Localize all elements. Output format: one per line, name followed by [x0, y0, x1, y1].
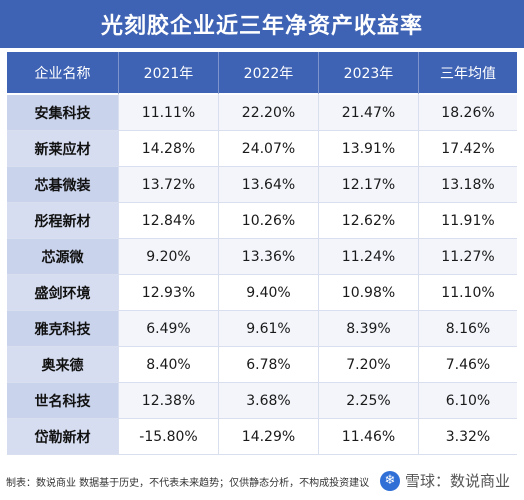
table-row: 盛剑环境 12.93% 9.40% 10.98% 11.10%	[7, 275, 517, 311]
cell-2021: 8.40%	[119, 347, 219, 383]
cell-average: 11.10%	[419, 275, 517, 311]
cell-average: 8.16%	[419, 311, 517, 347]
table-row: 世名科技 12.38% 3.68% 2.25% 6.10%	[7, 383, 517, 419]
cell-2021: 9.20%	[119, 239, 219, 275]
roe-table: 企业名称 2021年 2022年 2023年 三年均值 安集科技 11.11% 22…	[7, 52, 517, 455]
cell-2022: 6.78%	[219, 347, 319, 383]
table-row: 彤程新材 12.84% 10.26% 12.62% 11.91%	[7, 203, 517, 239]
footer: 制表：数说商业 数据基于历史，不代表未来趋势；仅供静态分析，不构成投资建议 ❄ …	[0, 462, 524, 500]
cell-company: 雅克科技	[7, 311, 119, 347]
cell-2021: 14.28%	[119, 131, 219, 167]
cell-2022: 14.29%	[219, 419, 319, 455]
cell-average: 18.26%	[419, 95, 517, 131]
brand-text: 雪球：数说商业	[404, 472, 510, 490]
cell-company: 盛剑环境	[7, 275, 119, 311]
cell-average: 6.10%	[419, 383, 517, 419]
cell-2022: 24.07%	[219, 131, 319, 167]
column-header-2023: 2023年	[319, 52, 419, 95]
title-bar: 光刻胶企业近三年净资产收益率	[0, 0, 524, 48]
cell-2023: 12.62%	[319, 203, 419, 239]
table-container: 企业名称 2021年 2022年 2023年 三年均值 安集科技 11.11% 22…	[7, 52, 517, 457]
cell-company: 奥来德	[7, 347, 119, 383]
table-body: 安集科技 11.11% 22.20% 21.47% 18.26% 新莱应材 14.28% 24…	[7, 95, 517, 455]
cell-2022: 9.40%	[219, 275, 319, 311]
cell-average: 13.18%	[419, 167, 517, 203]
cell-average: 17.42%	[419, 131, 517, 167]
cell-average: 11.27%	[419, 239, 517, 275]
cell-company: 岱勒新材	[7, 419, 119, 455]
cell-2023: 11.46%	[319, 419, 419, 455]
table-row: 芯源微 9.20% 13.36% 11.24% 11.27%	[7, 239, 517, 275]
source-note: 制表：数说商业 数据基于历史，不代表未来趋势；仅供静态分析，不构成投资建议	[6, 477, 370, 489]
cell-average: 7.46%	[419, 347, 517, 383]
cell-company: 芯源微	[7, 239, 119, 275]
header-row: 企业名称 2021年 2022年 2023年 三年均值	[7, 52, 517, 95]
cell-company: 安集科技	[7, 95, 119, 131]
column-header-company: 企业名称	[7, 52, 119, 95]
cell-2023: 21.47%	[319, 95, 419, 131]
cell-2023: 13.91%	[319, 131, 419, 167]
cell-2022: 13.64%	[219, 167, 319, 203]
table-row: 新莱应材 14.28% 24.07% 13.91% 17.42%	[7, 131, 517, 167]
cell-2022: 3.68%	[219, 383, 319, 419]
cell-2021: 6.49%	[119, 311, 219, 347]
cell-company: 彤程新材	[7, 203, 119, 239]
cell-company: 芯碁微装	[7, 167, 119, 203]
table-row: 雅克科技 6.49% 9.61% 8.39% 8.16%	[7, 311, 517, 347]
cell-2023: 2.25%	[319, 383, 419, 419]
cell-average: 3.32%	[419, 419, 517, 455]
cell-2022: 9.61%	[219, 311, 319, 347]
column-header-average: 三年均值	[419, 52, 517, 95]
cell-2022: 13.36%	[219, 239, 319, 275]
cell-2022: 10.26%	[219, 203, 319, 239]
table-row: 岱勒新材 -15.80% 14.29% 11.46% 3.32%	[7, 419, 517, 455]
cell-company: 世名科技	[7, 383, 119, 419]
table-row: 奥来德 8.40% 6.78% 7.20% 7.46%	[7, 347, 517, 383]
brand-watermark: ❄ 雪球：数说商业	[379, 470, 510, 491]
cell-company: 新莱应材	[7, 131, 119, 167]
column-header-2022: 2022年	[219, 52, 319, 95]
cell-2021: 12.93%	[119, 275, 219, 311]
chart-title: 光刻胶企业近三年净资产收益率	[100, 14, 423, 39]
cell-2023: 7.20%	[319, 347, 419, 383]
cell-average: 11.91%	[419, 203, 517, 239]
cell-2021: -15.80%	[119, 419, 219, 455]
cell-2021: 12.84%	[119, 203, 219, 239]
snowball-logo-icon: ❄	[379, 470, 400, 491]
table-row: 芯碁微装 13.72% 13.64% 12.17% 13.18%	[7, 167, 517, 203]
cell-2023: 8.39%	[319, 311, 419, 347]
cell-2021: 11.11%	[119, 95, 219, 131]
cell-2022: 22.20%	[219, 95, 319, 131]
table-row: 安集科技 11.11% 22.20% 21.47% 18.26%	[7, 95, 517, 131]
cell-2021: 12.38%	[119, 383, 219, 419]
cell-2023: 10.98%	[319, 275, 419, 311]
cell-2021: 13.72%	[119, 167, 219, 203]
cell-2023: 12.17%	[319, 167, 419, 203]
column-header-2021: 2021年	[119, 52, 219, 95]
cell-2023: 11.24%	[319, 239, 419, 275]
